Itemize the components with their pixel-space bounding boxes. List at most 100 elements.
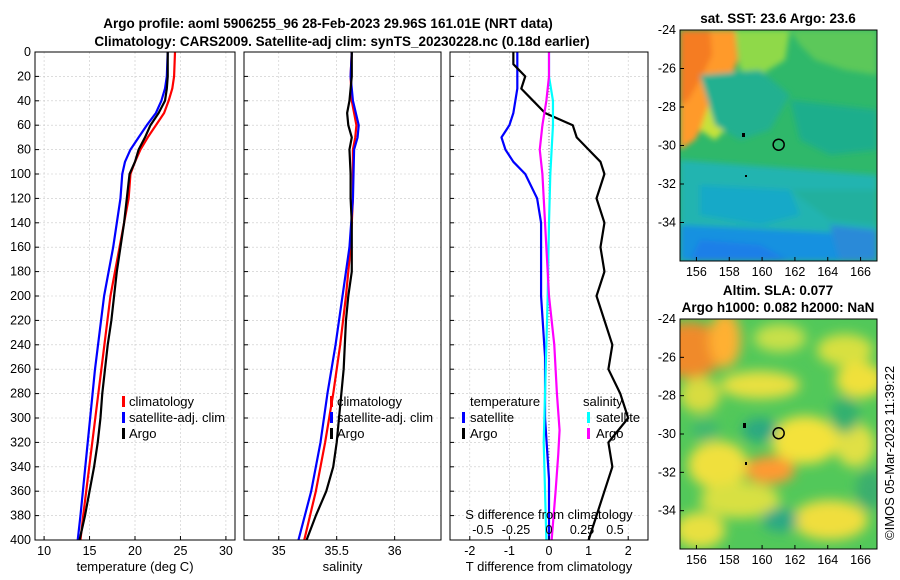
map-x-tick-label: 156	[686, 553, 707, 567]
legend-swatch-s-argo	[587, 428, 590, 439]
y-tick-label: 100	[10, 167, 31, 181]
y-tick-label: 140	[10, 216, 31, 230]
sst-float-marker	[772, 138, 785, 151]
map-x-tick-label: 162	[784, 553, 805, 567]
s-tick-label: 0	[546, 523, 553, 537]
difference-panel: -2 -1 0 1 2T difference from climatology S di…	[449, 51, 649, 574]
legend-swatch-argo	[330, 428, 333, 439]
map-y-tick-label: -24	[658, 312, 676, 326]
y-tick-label: 380	[10, 509, 31, 523]
x-tick-label: 36	[388, 544, 402, 558]
x-tick-label: 35.5	[325, 544, 349, 558]
legend-swatch-t-satellite	[462, 412, 465, 423]
legend-swatch-climatology	[122, 396, 125, 407]
sla-axes: 156 158 160 162 164 166 -24 -26 -28 -30 -32 -34	[658, 312, 871, 567]
x-tick-label: 25	[174, 544, 188, 558]
y-tick-label: 180	[10, 265, 31, 279]
map-x-tick-label: 166	[850, 553, 871, 567]
x-tick-label: 1	[585, 544, 592, 558]
y-tick-label: 20	[17, 69, 31, 83]
s-tick-label: -0.5	[472, 523, 494, 537]
map-x-tick-label: 158	[719, 553, 740, 567]
y-tick-label: 400	[10, 533, 31, 547]
map-y-tick-label: -28	[658, 100, 676, 114]
s-tick-label: 0.25	[570, 523, 594, 537]
legend-temperature-title: temperature	[470, 394, 540, 409]
imos-watermark: ©IMOS 05-Mar-2023 11:39:22	[882, 366, 897, 540]
x-tick-label: 10	[37, 544, 51, 558]
s-axis-label: S difference from climatology	[465, 507, 633, 522]
legend-argo: Argo	[129, 426, 156, 441]
sst-axes: 156 158 160 162 164 166 -24 -26 -28 -30 -32 -34	[658, 23, 871, 279]
s-tick-label: 0.5	[606, 523, 623, 537]
x-tick-label: -1	[504, 544, 515, 558]
series-satellite-adj-clim	[76, 51, 169, 541]
y-tick-label: 160	[10, 240, 31, 254]
y-tick-label: 200	[10, 289, 31, 303]
sst-heatmap	[680, 30, 877, 261]
legend-salinity-title: salinity	[583, 394, 623, 409]
s-tick-label: -0.25	[502, 523, 531, 537]
y-tick-label: 260	[10, 362, 31, 376]
x-tick-label: 30	[219, 544, 233, 558]
map-x-tick-label: 164	[817, 553, 838, 567]
legend-swatch-climatology	[330, 396, 333, 407]
y-tick-label: 360	[10, 484, 31, 498]
series-s-satellite	[542, 52, 555, 541]
map-y-tick-label: -26	[658, 350, 676, 364]
legend-swatch-t-argo	[462, 428, 465, 439]
legend-swatch-argo	[122, 428, 125, 439]
x-tick-label: 20	[128, 544, 142, 558]
x-tick-label: 0	[546, 544, 553, 558]
main-title-line2: Climatology: CARS2009. Satellite-adj cli…	[94, 34, 589, 49]
legend-swatch-satellite	[330, 412, 333, 423]
map-y-tick-label: -30	[658, 139, 676, 153]
map-x-tick-label: 160	[752, 265, 773, 279]
map-y-tick-label: -34	[658, 504, 676, 518]
legend-s-satellite: satellite	[596, 410, 640, 425]
legend-swatch-satellite	[122, 412, 125, 423]
y-tick-label: 220	[10, 313, 31, 327]
x-tick-label: -2	[464, 544, 475, 558]
map-x-tick-label: 166	[850, 265, 871, 279]
legend-satellite-adj: satellite-adj. clim	[337, 410, 433, 425]
sla-map-title-line1: Altim. SLA: 0.077	[723, 283, 833, 298]
legend-swatch-s-satellite	[587, 412, 590, 423]
y-tick-label: 120	[10, 191, 31, 205]
legend-t-satellite: satellite	[470, 410, 514, 425]
map-y-tick-label: -34	[658, 216, 676, 230]
temperature-legend: climatology satellite-adj. clim Argo	[122, 394, 225, 441]
y-tick-label: 60	[17, 118, 31, 132]
legend-satellite-adj: satellite-adj. clim	[129, 410, 225, 425]
y-tick-label: 240	[10, 338, 31, 352]
x-tick-label: 2	[625, 544, 632, 558]
legend-s-argo: Argo	[596, 426, 623, 441]
map-y-tick-label: -32	[658, 465, 676, 479]
legend-climatology: climatology	[129, 394, 195, 409]
series-argo	[78, 52, 169, 541]
map-y-tick-label: -32	[658, 177, 676, 191]
legend-t-argo: Argo	[470, 426, 497, 441]
salinity-legend: climatology satellite-adj. clim Argo	[330, 394, 433, 441]
map-x-tick-label: 164	[817, 265, 838, 279]
map-x-tick-label: 162	[784, 265, 805, 279]
map-x-tick-label: 160	[752, 553, 773, 567]
x-axis-label: T difference from climatology	[466, 559, 633, 574]
y-tick-label: 40	[17, 94, 31, 108]
map-x-tick-label: 158	[719, 265, 740, 279]
y-tick-label: 300	[10, 411, 31, 425]
salinity-panel: 35 35.5 36 salinity	[243, 51, 442, 574]
difference-legend: temperature satellite Argo salinity sate…	[462, 394, 640, 441]
y-tick-label: 320	[10, 435, 31, 449]
series-s-argo	[538, 52, 561, 541]
map-y-tick-label: -30	[658, 427, 676, 441]
map-x-tick-label: 156	[686, 265, 707, 279]
sst-map-title: sat. SST: 23.6 Argo: 23.6	[700, 11, 856, 26]
legend-argo: Argo	[337, 426, 364, 441]
map-y-tick-label: -26	[658, 62, 676, 76]
y-tick-label: 0	[24, 45, 31, 59]
y-tick-label: 340	[10, 460, 31, 474]
main-title-line1: Argo profile: aoml 5906255_96 28-Feb-202…	[103, 16, 552, 31]
sla-map-title-line2: Argo h1000: 0.082 h2000: NaN	[682, 300, 875, 315]
